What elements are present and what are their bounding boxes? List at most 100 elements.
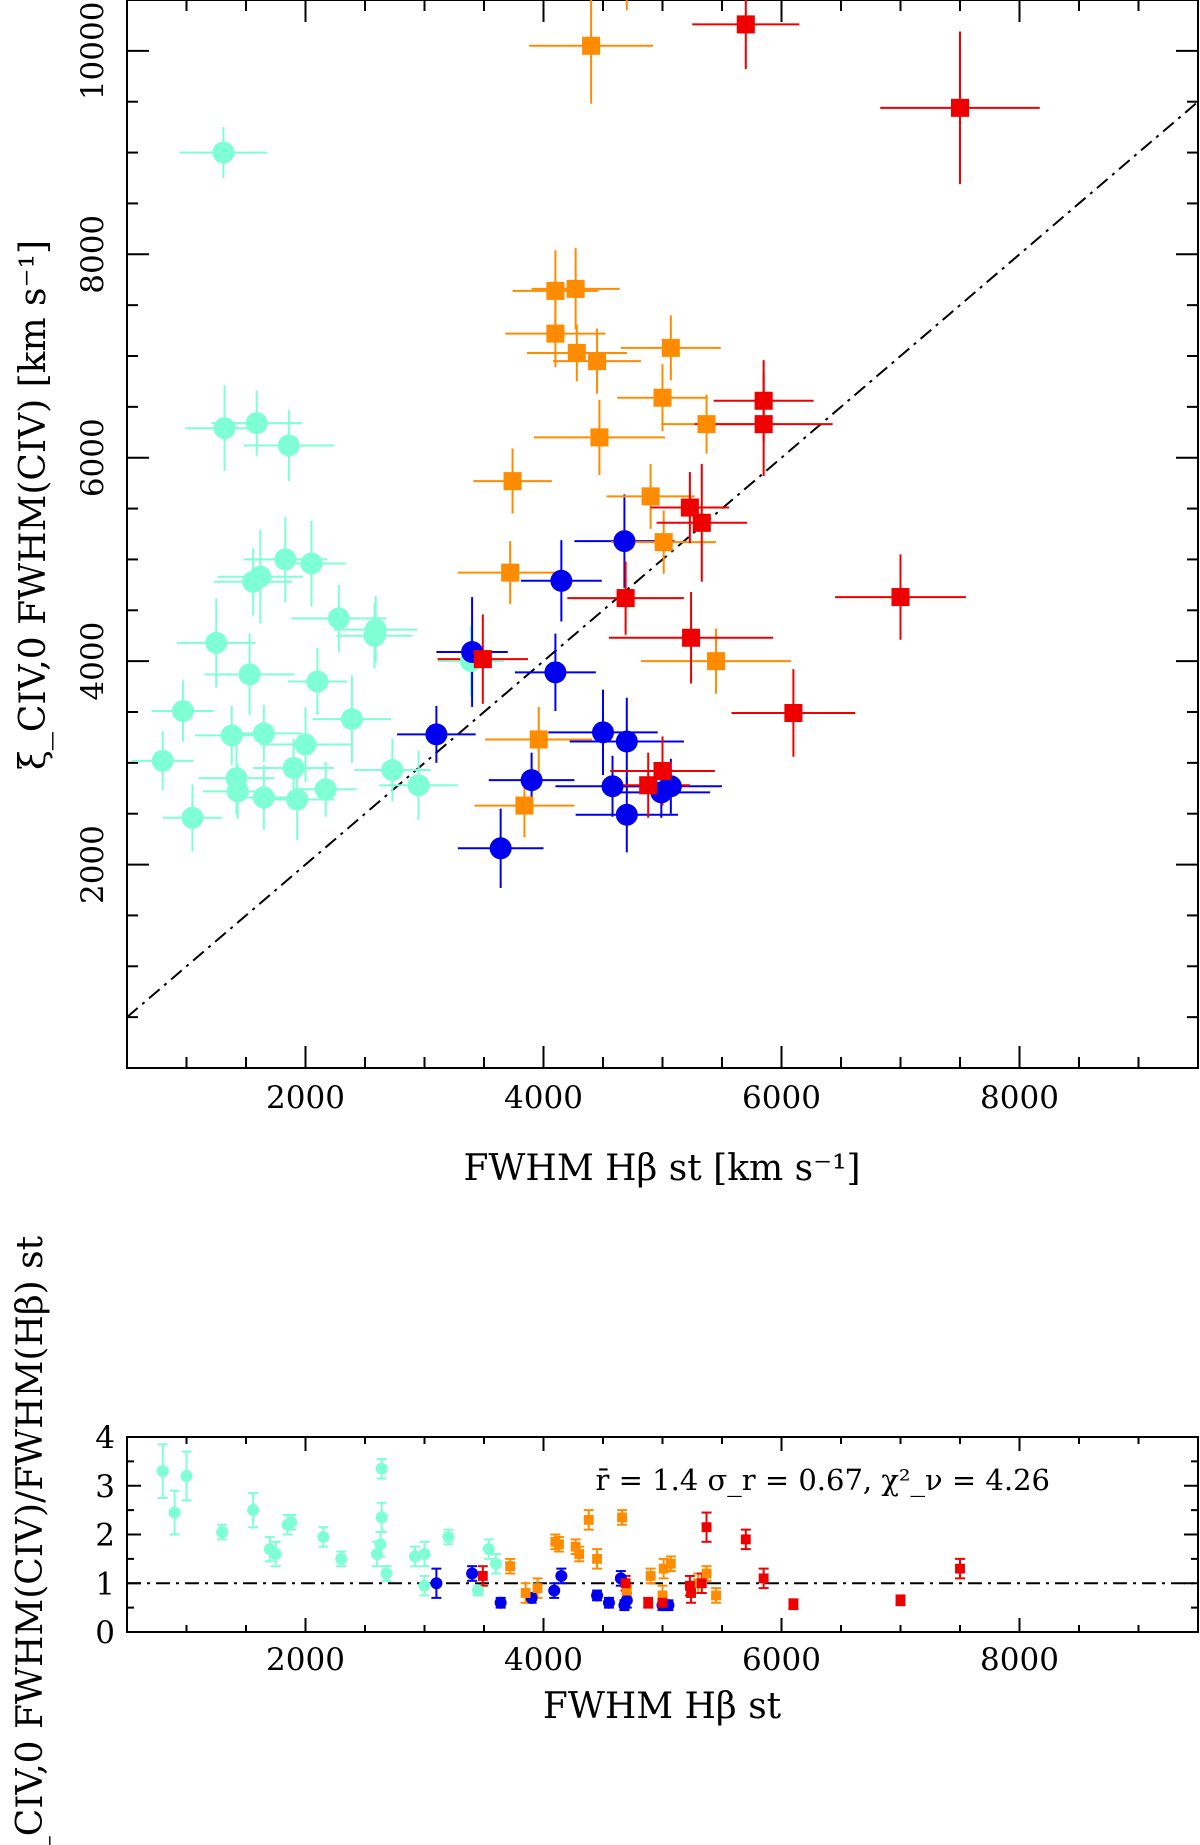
red-point [692, 513, 711, 532]
red-point [784, 703, 803, 723]
turquoise-point [180, 1470, 193, 1482]
red-point [788, 1599, 799, 1610]
red-point [891, 588, 910, 607]
red-point [758, 1573, 769, 1584]
x-tick-label: 4000 [504, 1642, 583, 1678]
orange-point [592, 1553, 602, 1564]
turquoise-point [212, 141, 235, 164]
turquoise-point [171, 699, 194, 722]
top-reference-line [126, 100, 1199, 1018]
red-point [639, 776, 658, 795]
orange-point [701, 1568, 712, 1579]
turquoise-point [181, 806, 204, 829]
orange-point [505, 1561, 516, 1572]
turquoise-point [340, 708, 363, 731]
y-tick-label: 2 [95, 1518, 115, 1554]
turquoise-point [317, 1530, 330, 1543]
y-tick-label: 3 [95, 1469, 115, 1505]
top-panel: 2000 4000 6000 8000 2000 4000 6000 8000 10000 FW… [13, 0, 1199, 1189]
orange-point [567, 343, 586, 362]
blue-point [615, 730, 638, 753]
turquoise-point [374, 1538, 387, 1551]
blue-point [555, 1569, 568, 1582]
turquoise-point [274, 548, 297, 571]
x-tick-label: 8000 [980, 1642, 1059, 1678]
blue-point [615, 803, 638, 826]
bottom-axis-ticks: 2000 4000 6000 8000 0 1 2 3 4 [95, 1420, 1199, 1678]
orange-point [653, 388, 672, 407]
turquoise-point [375, 1462, 388, 1475]
turquoise-point [156, 1465, 169, 1478]
blue-point [430, 1577, 443, 1590]
red-point [653, 761, 672, 781]
x-tick-label: 2000 [266, 1642, 345, 1678]
blue-point [550, 569, 573, 592]
y-tick-label: 4000 [75, 622, 111, 701]
orange-point [588, 352, 607, 371]
red-point [657, 1597, 668, 1608]
x-tick-label: 6000 [742, 1642, 821, 1678]
x-tick-label: 8000 [980, 1080, 1059, 1116]
bottom-x-axis-label: FWHM Hβ st [543, 1686, 782, 1727]
y-tick-label: 8000 [75, 215, 111, 294]
x-tick-label: 2000 [266, 1080, 345, 1116]
orange-point [641, 487, 660, 506]
turquoise-point [168, 1506, 181, 1519]
orange-point [501, 563, 520, 582]
orange-point [657, 1590, 668, 1601]
blue-point [520, 769, 543, 792]
y-tick-label: 10000 [75, 2, 111, 101]
red-point [696, 1578, 707, 1589]
orange-point [546, 281, 565, 300]
orange-point [546, 324, 565, 343]
orange-point [658, 1563, 669, 1574]
orange-point [661, 338, 680, 357]
turquoise-point [238, 663, 261, 686]
turquoise-point [442, 1530, 455, 1543]
turquoise-point [306, 670, 329, 693]
red-point [620, 1578, 631, 1589]
turquoise-point [375, 1511, 388, 1524]
turquoise-point [277, 434, 300, 457]
red-point [736, 15, 755, 34]
orange-point [529, 730, 548, 749]
turquoise-point [482, 1543, 495, 1556]
turquoise-point [472, 1584, 485, 1597]
y-tick-label: 6000 [75, 418, 111, 497]
turquoise-point [285, 1516, 298, 1529]
blue-point [592, 721, 614, 744]
turquoise-point [216, 1526, 229, 1539]
red-point [684, 1580, 695, 1591]
turquoise-point [381, 758, 404, 781]
blue-point [425, 723, 448, 746]
turquoise-point [252, 722, 275, 745]
top-data-points [151, 15, 970, 860]
red-point [473, 650, 492, 669]
top-error-bars [131, 0, 1040, 888]
y-tick-label: 4 [95, 1420, 115, 1456]
bottom-panel: 2000 4000 6000 8000 0 1 2 3 4 r̄ = 1.4 σ_r = 0.6… [10, 1235, 1199, 1845]
orange-point [515, 796, 534, 815]
orange-point [503, 472, 522, 491]
bottom-y-axis-label: ξ_CIV,0 FWHM(CIV)/FWHM(Hβ) st [10, 1235, 51, 1845]
y-tick-label: 2000 [75, 825, 111, 904]
turquoise-point [245, 412, 268, 435]
red-point [754, 391, 773, 410]
red-point [701, 1522, 712, 1533]
turquoise-point [407, 774, 430, 797]
blue-point [489, 837, 512, 860]
top-y-axis-label: ξ_CIV,0 FWHM(CIV) [km s⁻¹] [13, 240, 54, 770]
turquoise-point [151, 749, 174, 772]
orange-point [590, 428, 609, 447]
turquoise-point [363, 624, 386, 647]
top-axis-ticks: 2000 4000 6000 8000 2000 4000 6000 8000 10000 [75, 0, 1199, 1116]
orange-point [665, 1558, 676, 1569]
orange-point [654, 533, 673, 552]
blue-point [613, 530, 636, 553]
red-point [895, 1595, 906, 1606]
red-point [754, 415, 773, 434]
blue-point [620, 1594, 633, 1607]
blue-point [659, 775, 682, 798]
x-tick-label: 4000 [504, 1080, 583, 1116]
